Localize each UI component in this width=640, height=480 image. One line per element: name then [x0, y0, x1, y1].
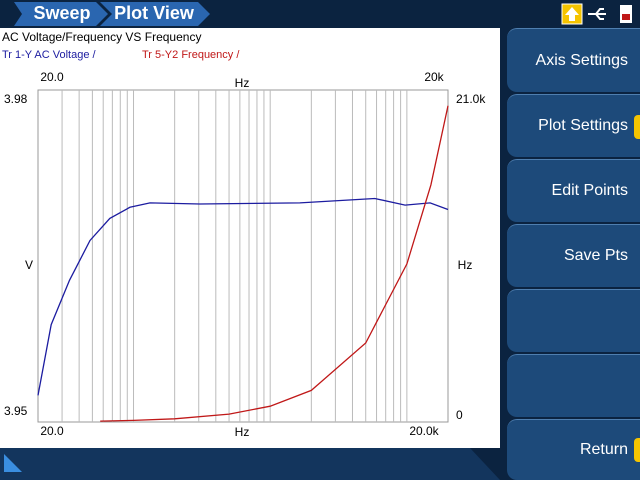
softkey[interactable]: [507, 354, 640, 417]
softkey-label[interactable]: Plot Settings: [538, 117, 628, 134]
y2-label: Hz: [458, 258, 473, 272]
softkey[interactable]: Save Pts: [507, 224, 640, 287]
chart-title: AC Voltage/Frequency VS Frequency: [2, 30, 201, 44]
plot-frame: [37, 89, 449, 423]
tab-label[interactable]: Plot View: [114, 3, 195, 23]
y2-tick-label: 0: [456, 408, 463, 422]
top-x-label: Hz: [235, 76, 250, 90]
status-bg: [0, 448, 500, 480]
softkey[interactable]: Axis Settings: [507, 28, 640, 92]
y-tick-label: 3.95: [4, 404, 28, 418]
tab-label[interactable]: Sweep: [33, 3, 90, 23]
tab-shape[interactable]: [14, 2, 108, 26]
softkey[interactable]: [507, 289, 640, 352]
usb-icon: [588, 8, 606, 20]
x-tick-label: 20.0: [40, 424, 64, 438]
softkey[interactable]: Return: [507, 419, 640, 480]
corner-icon: [4, 454, 22, 472]
device-icon-dot: [622, 14, 630, 20]
tab-shape[interactable]: [100, 2, 210, 26]
y2-tick-label: 21.0k: [456, 92, 486, 106]
plot-panel: AC Voltage/Frequency VS Frequency Tr 1-Y…: [0, 28, 500, 448]
x-label: Hz: [235, 425, 250, 439]
softkey-label[interactable]: Axis Settings: [535, 51, 628, 69]
legend-entry: Tr 1-Y AC Voltage /: [2, 49, 96, 61]
home-icon-arrow: [565, 7, 579, 21]
y-label: V: [25, 258, 33, 272]
softkey-label[interactable]: Edit Points: [551, 182, 628, 199]
status-bar: [0, 448, 500, 480]
y-tick-label: 3.98: [4, 92, 28, 106]
softkey-label[interactable]: Save Pts: [563, 247, 628, 264]
softkey[interactable]: Plot Settings: [507, 94, 640, 157]
softkey[interactable]: Edit Points: [507, 159, 640, 222]
series-line: [100, 105, 449, 422]
indicator: [634, 115, 640, 139]
indicator: [634, 438, 640, 462]
title-bar: Sweep Plot View: [0, 0, 640, 28]
softkey-label[interactable]: Return: [579, 441, 628, 458]
legend-entry: Tr 5-Y2 Frequency /: [142, 49, 240, 61]
x-tick-label: 20.0k: [409, 424, 439, 438]
top-x-tick-label: 20k: [424, 70, 444, 84]
series-line: [37, 197, 449, 396]
plot-bg: [0, 28, 500, 448]
top-x-tick-label: 20.0: [40, 70, 64, 84]
